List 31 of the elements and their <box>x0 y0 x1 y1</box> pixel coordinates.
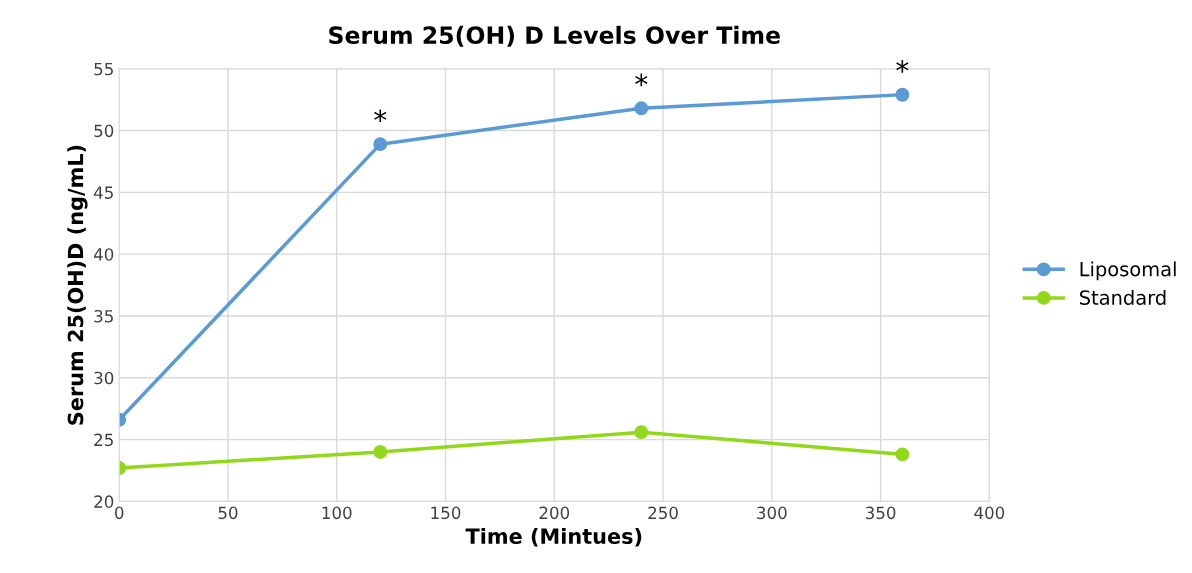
x-tick-label: 350 <box>865 506 896 520</box>
x-tick-label: 100 <box>322 506 352 520</box>
point <box>373 137 388 152</box>
y-tick-label: 45 <box>93 186 113 199</box>
x-tick-label: 200 <box>539 506 570 520</box>
x-tick-label: 300 <box>757 506 787 520</box>
annotation: * <box>635 73 648 87</box>
point <box>895 447 910 462</box>
x-tick-label: 0 <box>115 506 124 520</box>
x-tick-label: 150 <box>431 506 461 520</box>
x-tick-label: 250 <box>648 506 678 520</box>
y-tick-label: 30 <box>94 371 114 385</box>
point <box>634 101 649 116</box>
point <box>373 444 388 459</box>
y-tick-label: 55 <box>94 62 113 76</box>
point <box>634 425 649 440</box>
x-axis-title: Time (Mintues) <box>465 527 642 547</box>
y-tick-label: 40 <box>93 248 114 261</box>
y-tick-label: 35 <box>94 309 113 323</box>
x-tick-label: 400 <box>974 506 1005 520</box>
x-tick-label: 50 <box>218 506 238 520</box>
y-axis-title: Serum 25(OH)D (ng/mL) <box>67 145 88 425</box>
chart-title: Serum 25(OH) D Levels Over Time <box>329 25 780 47</box>
point <box>895 87 910 102</box>
legend-label: Standard <box>1079 289 1166 305</box>
annotation: * <box>896 59 909 73</box>
annotation: * <box>374 109 387 123</box>
legend-label: Liposomal <box>1080 261 1176 281</box>
y-tick-label: 25 <box>94 433 113 447</box>
y-tick-label: 50 <box>94 124 114 138</box>
y-tick-label: 20 <box>94 495 114 508</box>
